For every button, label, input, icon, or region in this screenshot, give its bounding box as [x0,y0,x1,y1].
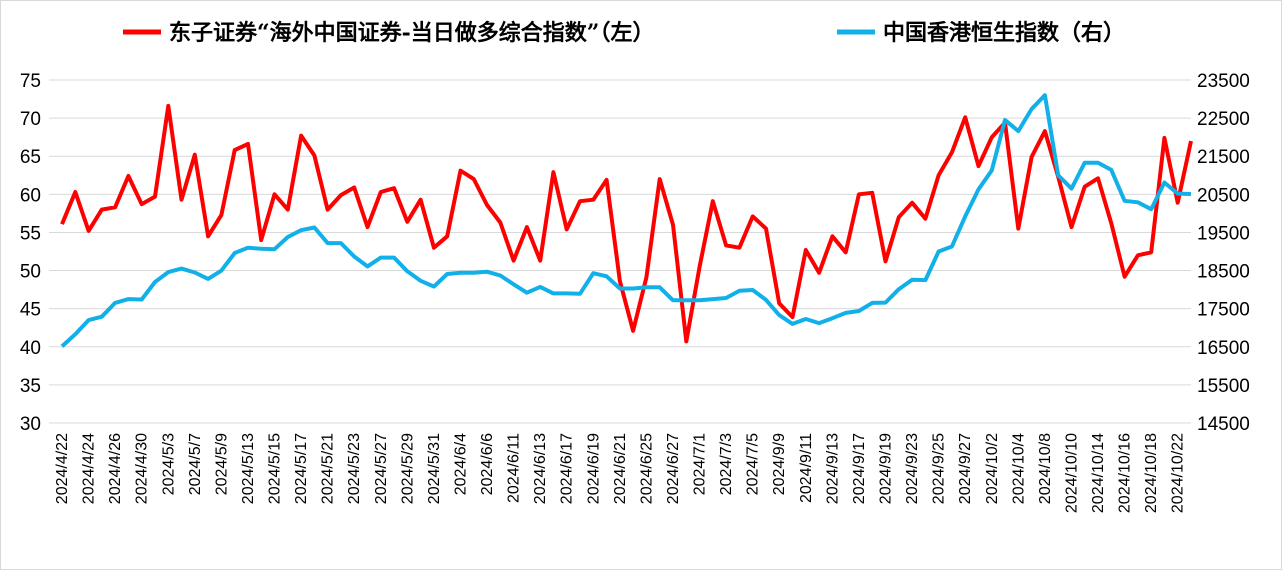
left-y-tick-label: 40 [20,338,41,359]
x-tick-label: 2024/7/3 [718,433,735,495]
right-y-tick-label: 23500 [1197,71,1250,92]
x-tick-label: 2024/5/13 [240,433,257,504]
x-tick-label: 2024/10/4 [1010,433,1027,504]
legend-label-series2: 中国香港恒生指数（右） [883,20,1125,46]
legend-item-series1: 东子证券“海外中国证券-当日做多综合指数”（左） [123,20,654,46]
left-y-tick-label: 45 [20,300,41,321]
x-tick-label: 2024/9/25 [931,433,948,504]
x-tick-label: 2024/4/26 [107,433,124,504]
right-y-tick-label: 17500 [1197,300,1250,321]
legend: 东子证券“海外中国证券-当日做多综合指数”（左） 中国香港恒生指数（右） [123,20,1125,46]
right-y-tick-label: 15500 [1197,376,1250,397]
left-y-tick-label: 65 [20,147,41,168]
x-tick-label: 2024/5/15 [267,433,284,504]
x-tick-label: 2024/9/17 [851,433,868,504]
x-tick-label: 2024/6/4 [452,433,469,495]
x-tick-label: 2024/10/10 [1063,433,1080,513]
x-tick-label: 2024/6/21 [612,433,629,504]
x-tick-label: 2024/10/2 [984,433,1001,504]
legend-item-series2: 中国香港恒生指数（右） [837,20,1125,46]
left-y-tick-label: 30 [20,414,41,435]
x-tick-label: 2024/5/17 [293,433,310,504]
series-line-2 [60,93,1192,348]
x-tick-label: 2024/5/7 [187,433,204,495]
series-layer [60,93,1193,348]
right-y-axis: 14500 15500 16500 17500 18500 19500 20500 21500… [1197,71,1250,435]
x-tick-label: 2024/5/31 [426,433,443,504]
x-tick-label: 2024/6/13 [532,433,549,504]
x-tick-label: 2024/7/1 [692,433,709,495]
x-tick-label: 2024/5/29 [399,433,416,504]
x-tick-label: 2024/6/19 [585,433,602,504]
x-tick-label: 2024/5/23 [346,433,363,504]
x-tick-label: 2024/10/22 [1170,433,1187,513]
x-tick-label: 2024/4/24 [81,433,98,504]
x-tick-label: 2024/10/8 [1037,433,1054,504]
x-tick-label: 2024/4/22 [54,433,71,504]
right-y-tick-label: 18500 [1197,262,1250,283]
x-tick-label: 2024/5/21 [320,433,337,504]
x-tick-label: 2024/10/18 [1143,433,1160,513]
x-axis: 2024/4/22 2024/4/24 2024/4/26 2024/4/30 2024… [54,433,1187,513]
x-tick-label: 2024/6/6 [479,433,496,495]
x-tick-label: 2024/7/5 [745,433,762,495]
left-y-axis: 30 35 40 45 50 55 60 65 70 75 [20,71,41,435]
right-y-tick-label: 19500 [1197,223,1250,244]
x-tick-label: 2024/9/13 [824,433,841,504]
x-tick-label: 2024/10/16 [1117,433,1134,513]
left-y-tick-label: 50 [20,262,41,283]
x-tick-label: 2024/6/25 [638,433,655,504]
right-y-tick-label: 20500 [1197,185,1250,206]
legend-label-series1: 东子证券“海外中国证券-当日做多综合指数”（左） [169,20,654,46]
x-tick-label: 2024/9/19 [878,433,895,504]
x-tick-label: 2024/6/17 [559,433,576,504]
left-y-tick-label: 55 [20,223,41,244]
x-tick-label: 2024/9/27 [957,433,974,504]
right-y-tick-label: 21500 [1197,147,1250,168]
left-y-tick-label: 35 [20,376,41,397]
x-tick-label: 2024/6/27 [665,433,682,504]
right-y-tick-label: 22500 [1197,109,1250,130]
right-y-tick-label: 14500 [1197,414,1250,435]
left-y-tick-label: 60 [20,185,41,206]
x-tick-label: 2024/10/14 [1090,433,1107,513]
x-tick-label: 2024/9/23 [904,433,921,504]
x-tick-label: 2024/4/30 [134,433,151,504]
series-line-1 [60,103,1193,344]
left-y-tick-label: 75 [20,71,41,92]
x-tick-label: 2024/6/11 [506,433,523,503]
left-y-tick-label: 70 [20,109,41,130]
x-tick-label: 2024/5/27 [373,433,390,504]
x-tick-label: 2024/9/11 [798,433,815,503]
right-y-tick-label: 16500 [1197,338,1250,359]
x-tick-label: 2024/5/9 [213,433,230,495]
x-tick-label: 2024/9/9 [771,433,788,495]
x-tick-label: 2024/5/3 [160,433,177,495]
